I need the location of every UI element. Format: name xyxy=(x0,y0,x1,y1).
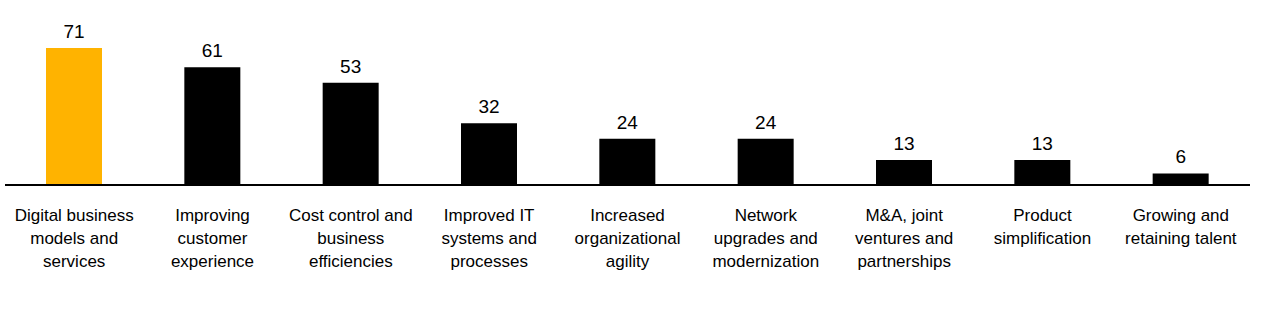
svg-text:Growing andretaining talent: Growing andretaining talent xyxy=(1125,206,1237,248)
svg-text:Cost control andbusinesseffici: Cost control andbusinessefficiencies xyxy=(289,206,413,271)
svg-text:Improvingcustomerexperience: Improvingcustomerexperience xyxy=(171,206,254,271)
svg-text:24: 24 xyxy=(755,112,777,133)
svg-text:13: 13 xyxy=(893,133,914,154)
svg-text:13: 13 xyxy=(1032,133,1053,154)
svg-text:Digital businessmodels andserv: Digital businessmodels andservices xyxy=(15,206,134,271)
svg-text:Increasedorganizationalagility: Increasedorganizationalagility xyxy=(575,206,681,271)
svg-text:53: 53 xyxy=(340,56,361,77)
svg-text:24: 24 xyxy=(617,112,639,133)
svg-text:M&A, jointventures andpartners: M&A, jointventures andpartnerships xyxy=(855,206,953,271)
svg-text:71: 71 xyxy=(63,21,84,42)
svg-text:32: 32 xyxy=(478,96,499,117)
svg-text:Improved ITsystems andprocesse: Improved ITsystems andprocesses xyxy=(441,206,536,271)
svg-text:61: 61 xyxy=(202,40,223,61)
svg-text:Productsimplification: Productsimplification xyxy=(994,206,1091,248)
svg-text:6: 6 xyxy=(1175,146,1186,167)
svg-text:Networkupgrades andmodernizati: Networkupgrades andmodernization xyxy=(712,206,819,271)
